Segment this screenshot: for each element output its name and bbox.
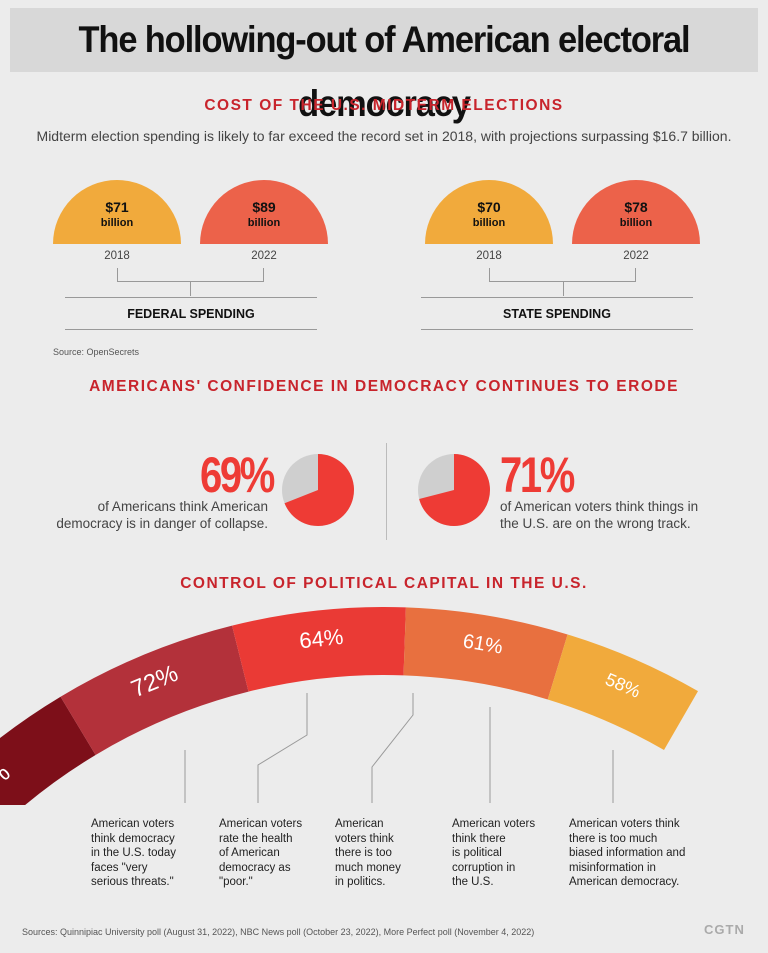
confidence-left-pie bbox=[282, 454, 355, 526]
capital-description-line: voters think bbox=[335, 832, 394, 845]
state-2022-amount: $78 bbox=[624, 199, 648, 215]
state-2018-unit: billion bbox=[472, 217, 506, 229]
federal-2018-unit: billion bbox=[100, 217, 134, 229]
capital-arc-chart: 86%72%64% 61%58% bbox=[0, 607, 698, 805]
capital-description-threats: American voters think democracy in the U.S… bbox=[91, 817, 176, 890]
capital-description-money: American voters think there is too much mon… bbox=[335, 817, 401, 890]
confidence-right-line2: the U.S. are on the wrong track. bbox=[500, 516, 691, 531]
capital-description-line: American voters bbox=[91, 818, 175, 830]
cost-source: Source: OpenSecrets bbox=[53, 347, 140, 357]
capital-description-line: "poor." bbox=[219, 876, 253, 888]
title-bar bbox=[10, 8, 758, 72]
federal-2022-dome: $89 billion bbox=[200, 180, 328, 244]
state-top-rule bbox=[421, 297, 693, 298]
state-2018-amount: $70 bbox=[477, 199, 501, 215]
federal-2018-dome: $71 billion bbox=[53, 180, 181, 244]
cgtn-logo: CGTN bbox=[704, 922, 745, 937]
confidence-left-pie-slice bbox=[284, 454, 355, 526]
capital-description-line: think democracy bbox=[91, 832, 175, 845]
arc-segment-misinformation bbox=[547, 634, 698, 751]
state-2022-dome: $78 billion bbox=[572, 180, 700, 244]
confidence-divider bbox=[386, 443, 387, 540]
confidence-left-line2: democracy is in danger of collapse. bbox=[56, 516, 268, 531]
confidence-right-text: of American voters think things in the U… bbox=[500, 498, 760, 532]
capital-description-line: American bbox=[335, 818, 384, 830]
capital-description-line: much money bbox=[335, 861, 401, 874]
capital-heading: CONTROL OF POLITICAL CAPITAL IN THE U.S. bbox=[180, 575, 588, 592]
leader-line-poor-health bbox=[257, 693, 308, 803]
federal-2022-year: 2022 bbox=[251, 250, 277, 262]
footer-sources: Sources: Quinnipiac University poll (Aug… bbox=[22, 927, 535, 937]
capital-description-line: corruption in bbox=[452, 861, 516, 874]
capital-description-line: is political bbox=[452, 847, 502, 859]
confidence-left-percent: 69% bbox=[200, 447, 275, 503]
cost-subtitle: Midterm election spending is likely to f… bbox=[36, 128, 732, 144]
arc-segment-money bbox=[232, 607, 406, 692]
arc-segment-corruption bbox=[403, 607, 568, 700]
capital-description-misinformation: American voters think there is too much bi… bbox=[569, 817, 685, 890]
capital-description-line: think there bbox=[452, 832, 506, 845]
state-2018-year: 2018 bbox=[476, 250, 502, 262]
arc-label-money: 64% bbox=[298, 624, 344, 653]
arc-segment-threats bbox=[0, 696, 96, 805]
capital-description-line: in the U.S. today bbox=[91, 847, 177, 859]
federal-top-rule bbox=[65, 297, 317, 298]
state-2018-dome: $70 billion bbox=[425, 180, 553, 244]
capital-description-line: biased information and bbox=[569, 847, 686, 859]
confidence-right-pie bbox=[418, 454, 490, 526]
capital-description-line: American voters bbox=[452, 818, 536, 830]
confidence-right-line1: of American voters think things in bbox=[500, 499, 699, 514]
state-2022-year: 2022 bbox=[623, 250, 649, 262]
federal-2018-amount: $71 bbox=[105, 199, 129, 215]
capital-description-line: faces "very bbox=[91, 861, 148, 874]
capital-description-line: of American bbox=[219, 847, 280, 859]
capital-description-corruption: American voters think there is political co… bbox=[452, 817, 535, 890]
confidence-heading: AMERICANS' CONFIDENCE IN DEMOCRACY CONTI… bbox=[89, 378, 679, 395]
page-title: The hollowing-out of American electoral … bbox=[78, 19, 691, 124]
state-2022-unit: billion bbox=[619, 217, 653, 229]
confidence-right-pie-slice bbox=[419, 454, 490, 526]
federal-bracket bbox=[117, 268, 264, 282]
confidence-right-percent: 71% bbox=[500, 447, 575, 503]
confidence-left-line1: of Americans think American bbox=[97, 499, 268, 514]
federal-2018-year: 2018 bbox=[104, 250, 130, 262]
capital-description-line: American voters think bbox=[569, 818, 680, 830]
capital-description-line: misinformation in bbox=[569, 861, 656, 874]
federal-stem bbox=[190, 282, 191, 296]
capital-description-line: there is too much bbox=[569, 832, 658, 845]
capital-description-line: American democracy. bbox=[569, 876, 680, 888]
federal-spending-label: FEDERAL SPENDING bbox=[127, 307, 255, 321]
state-spending-label: STATE SPENDING bbox=[503, 307, 611, 321]
capital-description-line: democracy as bbox=[219, 861, 291, 874]
capital-description-line: American voters bbox=[219, 818, 303, 830]
federal-2022-unit: billion bbox=[247, 217, 281, 229]
state-bracket bbox=[489, 268, 636, 282]
leader-line-money bbox=[371, 693, 414, 803]
confidence-left-text: of Americans think American democracy is… bbox=[0, 498, 268, 532]
capital-description-line: rate the health bbox=[219, 832, 293, 845]
capital-description-line: there is too bbox=[335, 847, 392, 859]
federal-2022-amount: $89 bbox=[252, 199, 276, 215]
federal-bottom-rule bbox=[65, 329, 317, 330]
cost-heading: COST OF THE U.S. MIDTERM ELECTIONS bbox=[204, 97, 564, 114]
arc-segment-poor-health bbox=[60, 625, 249, 755]
state-bottom-rule bbox=[421, 329, 693, 330]
capital-description-line: serious threats." bbox=[91, 876, 174, 888]
capital-description-line: the U.S. bbox=[452, 876, 494, 888]
state-stem bbox=[563, 282, 564, 296]
capital-description-poor-health: American voters rate the health of America… bbox=[219, 817, 302, 890]
capital-description-line: in politics. bbox=[335, 876, 386, 888]
